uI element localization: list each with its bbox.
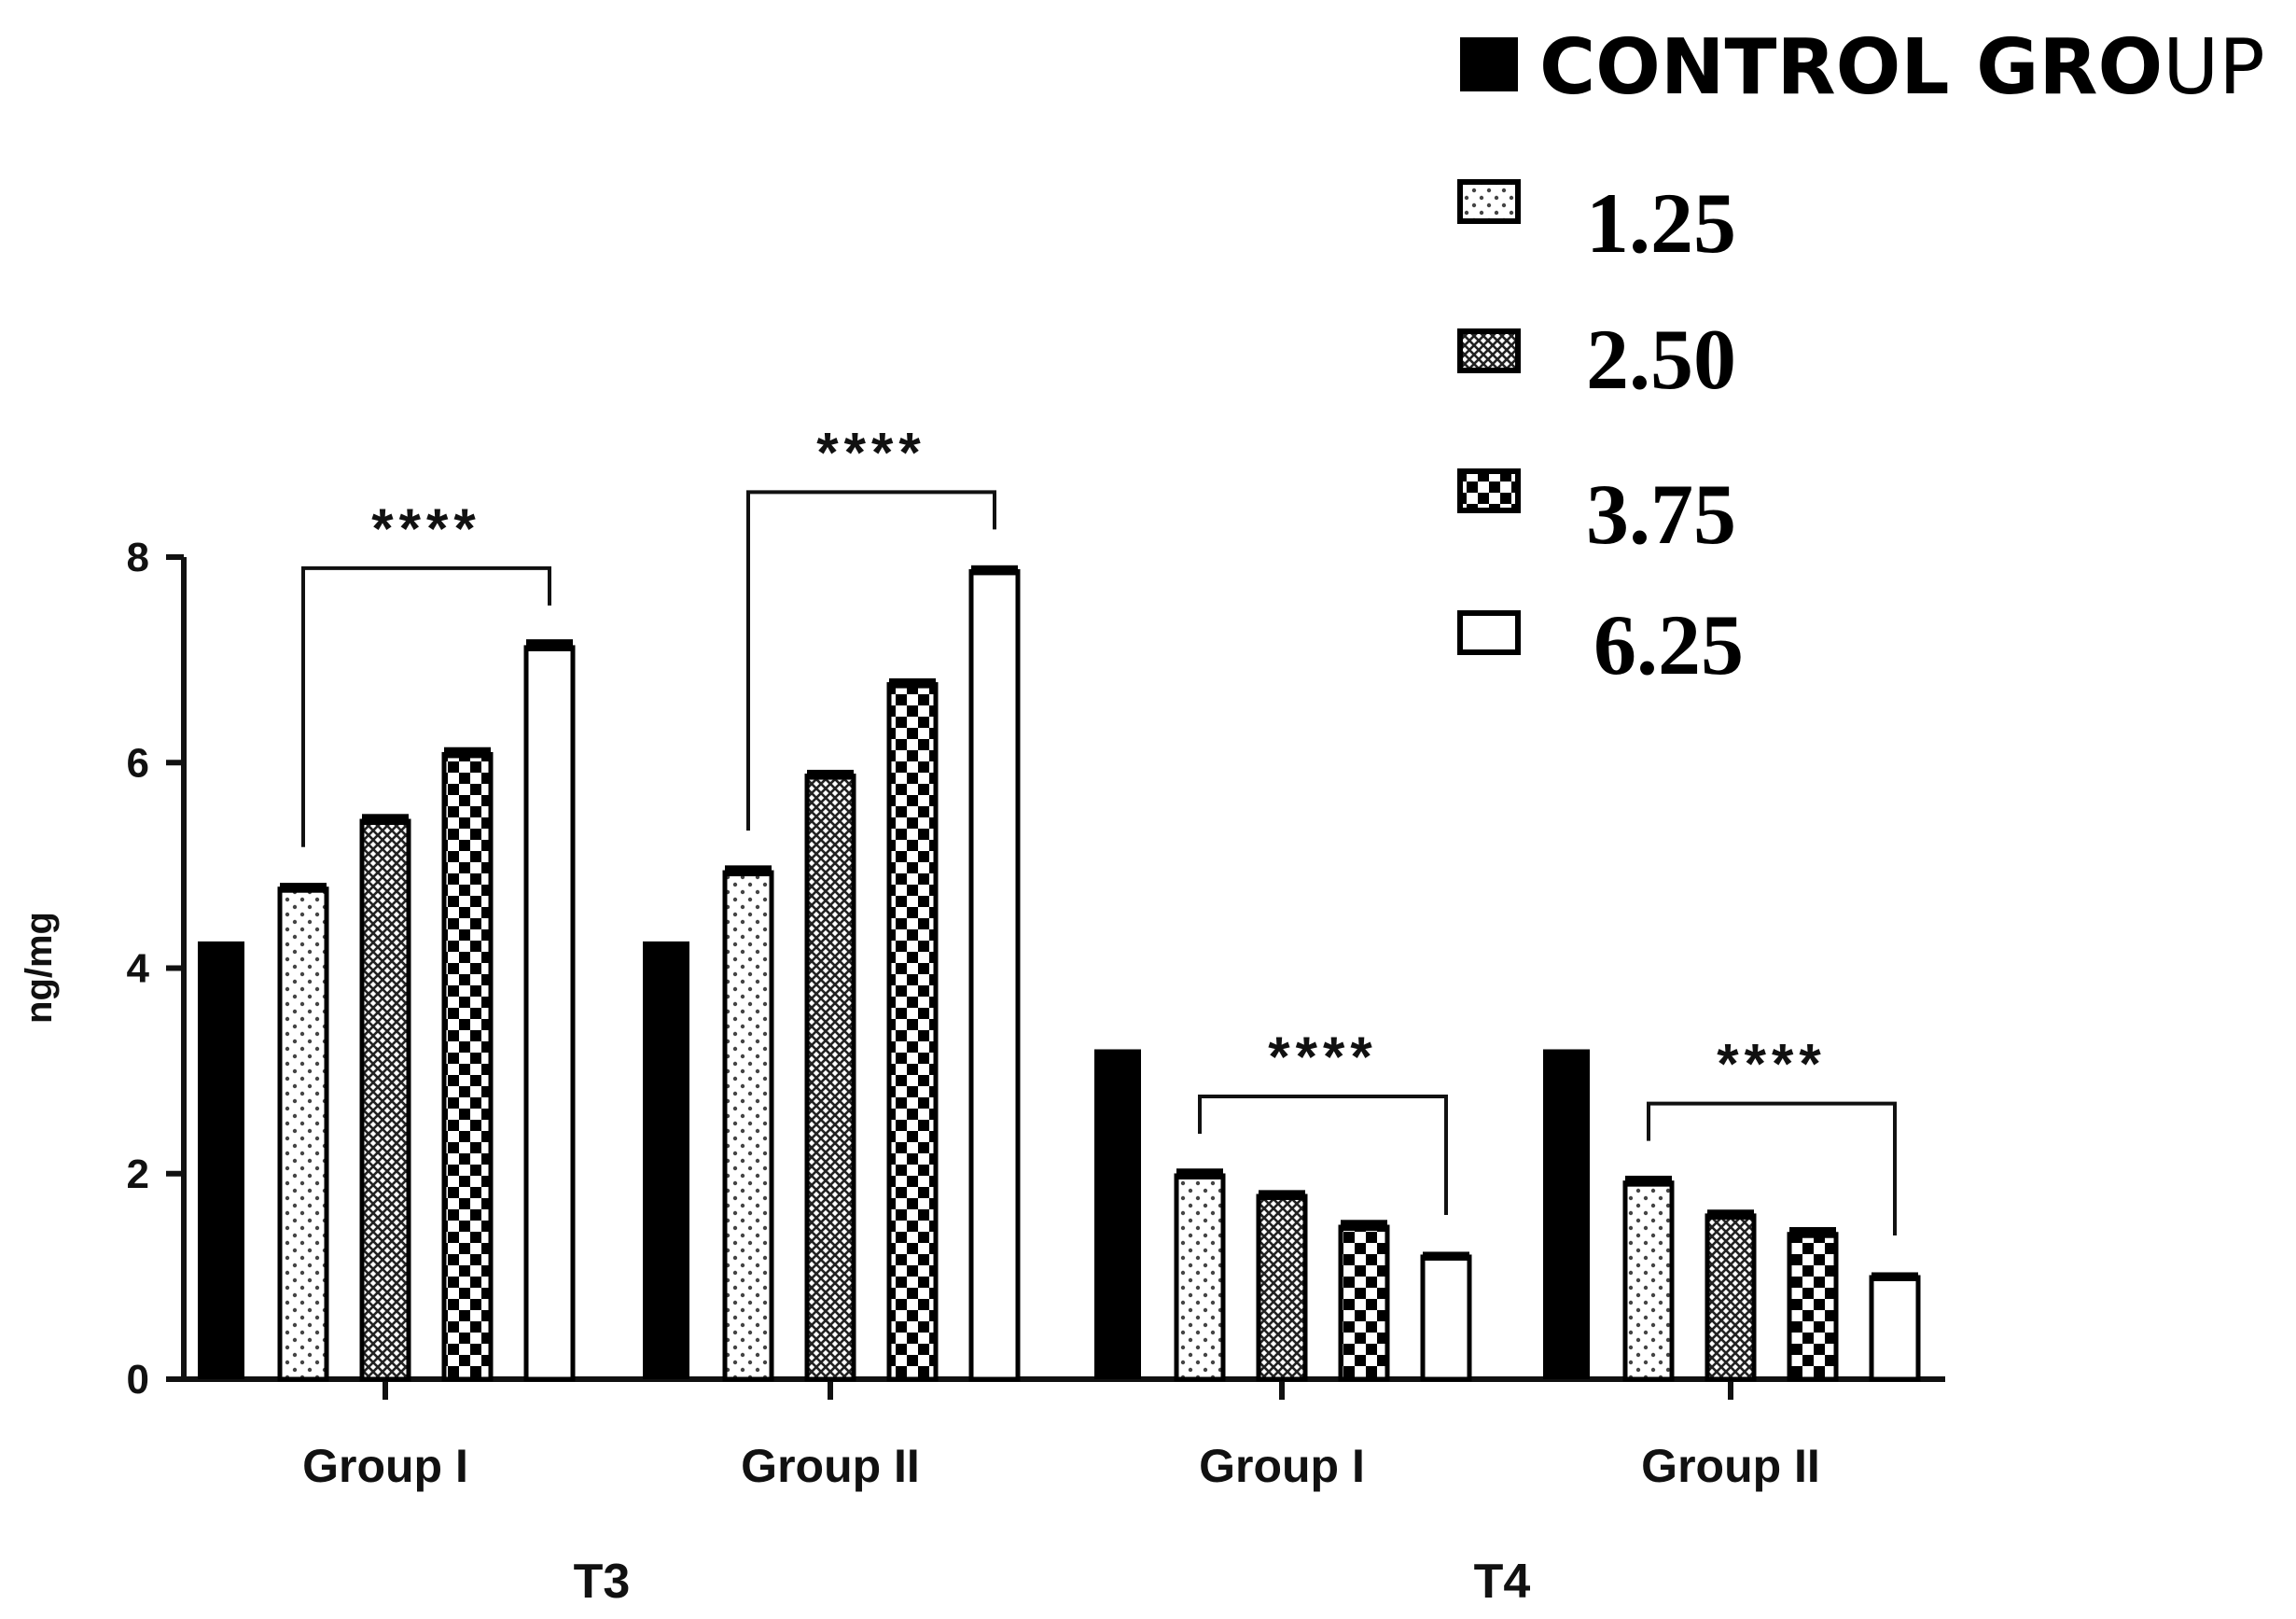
error-bar: [889, 677, 936, 689]
significance-bracket: [301, 565, 551, 847]
error-bar: [362, 814, 409, 826]
error-bar: [1543, 1049, 1590, 1060]
error-bar: [526, 639, 573, 651]
legend-label-2-50: 2.50: [1586, 312, 1736, 407]
bar: [968, 568, 1021, 1382]
legend-swatch-3-75: [1457, 468, 1521, 513]
bar: [523, 645, 576, 1382]
legend: CONTROL GROUP 1.25 2.50 3.75 6.25: [1457, 23, 2265, 692]
error-bar: [1176, 1168, 1223, 1179]
legend-swatch-control: [1460, 37, 1518, 91]
category-label: Group II: [741, 1440, 920, 1492]
error-bar: [1625, 1175, 1672, 1187]
y-tick-label: 0: [127, 1357, 149, 1403]
bar: [643, 947, 689, 1379]
bar: [722, 870, 774, 1382]
error-bar: [444, 747, 491, 759]
legend-item-1-25: 1.25: [1457, 175, 1736, 271]
significance-label: ****: [371, 497, 480, 560]
error-bar: [280, 883, 327, 893]
legend-item-control-group: CONTROL GROUP: [1460, 23, 2265, 112]
group-label-t4: T4: [1474, 1555, 1531, 1609]
significance-bracket: [1647, 1101, 1897, 1235]
error-bar: [1872, 1272, 1918, 1281]
bar: [1705, 1213, 1757, 1382]
significance-bracket: [746, 490, 996, 831]
y-tick-label: 2: [127, 1151, 149, 1197]
error-bar: [198, 941, 244, 952]
category-label: Group I: [302, 1440, 468, 1492]
y-tick-label: 4: [127, 946, 150, 992]
legend-label-control-rest: UP: [2163, 23, 2264, 112]
legend-item-6-25: 6.25: [1457, 597, 1744, 692]
category-label: Group I: [1199, 1440, 1365, 1492]
significance-brackets: **** **** **** ****: [301, 421, 1897, 1235]
legend-label-1-25: 1.25: [1586, 175, 1736, 271]
significance-label: ****: [816, 421, 925, 483]
significance-label: ****: [1268, 1026, 1377, 1088]
y-axis-label: ng/mg: [19, 912, 60, 1024]
error-bar: [1423, 1251, 1469, 1261]
bar: [1420, 1254, 1472, 1382]
error-bar: [1707, 1209, 1754, 1220]
legend-item-2-50: 2.50: [1457, 312, 1736, 407]
legend-label-6-25: 6.25: [1593, 597, 1744, 692]
error-bar: [643, 941, 689, 952]
error-bar: [971, 565, 1018, 576]
category-group-labels: T3 T4: [574, 1555, 1531, 1609]
x-axis: Group I Group II Group I Group II: [181, 1376, 1945, 1492]
error-bar: [1341, 1220, 1387, 1232]
legend-label-3-75: 3.75: [1586, 467, 1736, 562]
category-label: Group II: [1641, 1440, 1820, 1492]
group-label-t3: T3: [574, 1555, 631, 1609]
bar: [1543, 1055, 1590, 1379]
error-bar: [1789, 1227, 1836, 1238]
error-bar: [1259, 1190, 1305, 1200]
bar: [277, 886, 329, 1382]
significance-bracket: [1198, 1094, 1448, 1215]
bar: [1622, 1180, 1675, 1382]
y-tick-label: 6: [127, 740, 149, 786]
bar: [198, 947, 244, 1379]
bar: [359, 818, 411, 1382]
legend-item-3-75: 3.75: [1457, 467, 1736, 562]
bar: [441, 751, 494, 1382]
bar: [1174, 1173, 1226, 1382]
error-bar: [1094, 1049, 1141, 1060]
bar: [1787, 1232, 1839, 1382]
y-tick-label: 8: [127, 535, 149, 580]
legend-label-control: CONTROL GROUP: [1539, 23, 2265, 112]
bar: [804, 774, 856, 1382]
y-axis: 0 2 4 6 8 ng/mg: [19, 535, 187, 1403]
legend-swatch-6-25: [1457, 610, 1521, 655]
legend-swatch-2-50: [1457, 328, 1521, 373]
bar: [1338, 1224, 1390, 1382]
bar: [1256, 1193, 1308, 1382]
significance-label: ****: [1717, 1033, 1826, 1096]
legend-label-control-bold: CONTROL GRO: [1539, 23, 2163, 112]
bar: [1869, 1275, 1921, 1382]
legend-swatch-1-25: [1457, 179, 1521, 224]
error-bar: [725, 865, 772, 877]
bars: [198, 565, 1921, 1382]
error-bar: [807, 769, 854, 780]
bar: [886, 682, 939, 1382]
bar: [1094, 1055, 1141, 1379]
